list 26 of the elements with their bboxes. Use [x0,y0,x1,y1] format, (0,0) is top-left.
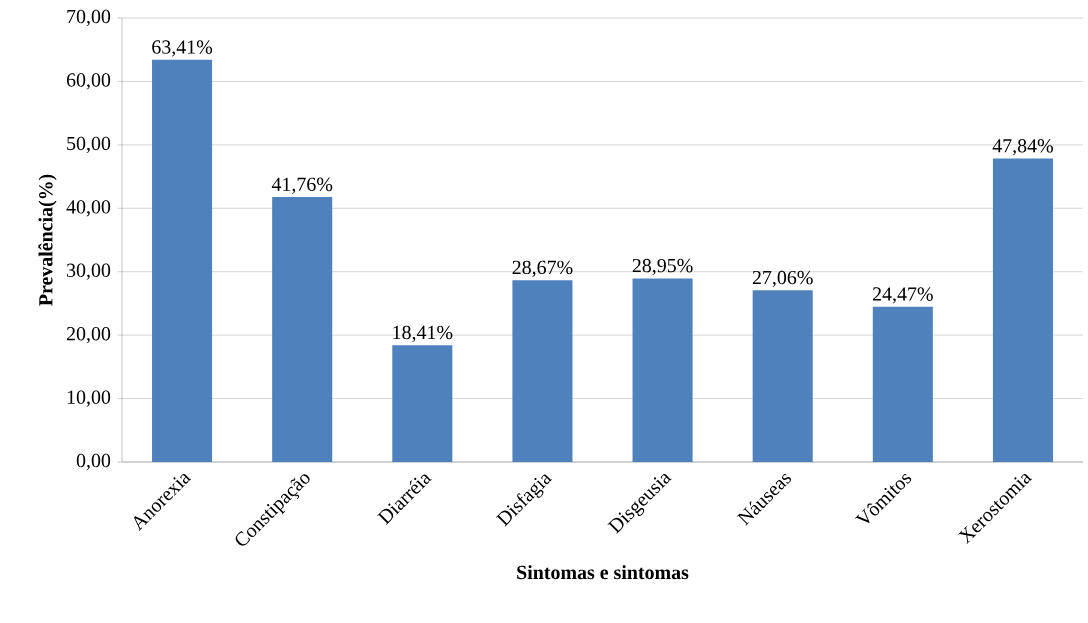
x-axis-title: Sintomas e sintomas [517,565,689,580]
data-label: 41,76% [271,177,333,194]
data-label: 63,41% [152,40,213,57]
data-label: 18,41% [393,325,453,343]
y-tick-label: 0,00 [76,453,111,471]
y-tick-label: 60,00 [66,73,111,90]
y-tick-label: 50,00 [67,136,111,154]
y-tick-label: 30,00 [67,263,111,280]
bar [752,290,813,462]
bar [512,280,573,462]
data-label: 47,84% [992,139,1053,156]
y-tick-label: 10,00 [67,390,111,407]
bar [872,306,933,462]
data-label: 24,47% [872,287,933,304]
y-tick-label: 70,00 [67,9,111,27]
bar [632,278,693,462]
y-tick-label: 20,00 [66,326,111,344]
bar [152,59,213,462]
y-axis-title: Prevalência(%) [38,174,57,306]
data-label: 28,67% [512,260,573,277]
bar [992,158,1053,462]
data-label: 27,06% [752,270,813,288]
bar [272,197,333,462]
data-label: 28,95% [632,258,693,276]
y-tick-label: 40,00 [66,200,111,217]
bar [392,345,453,462]
